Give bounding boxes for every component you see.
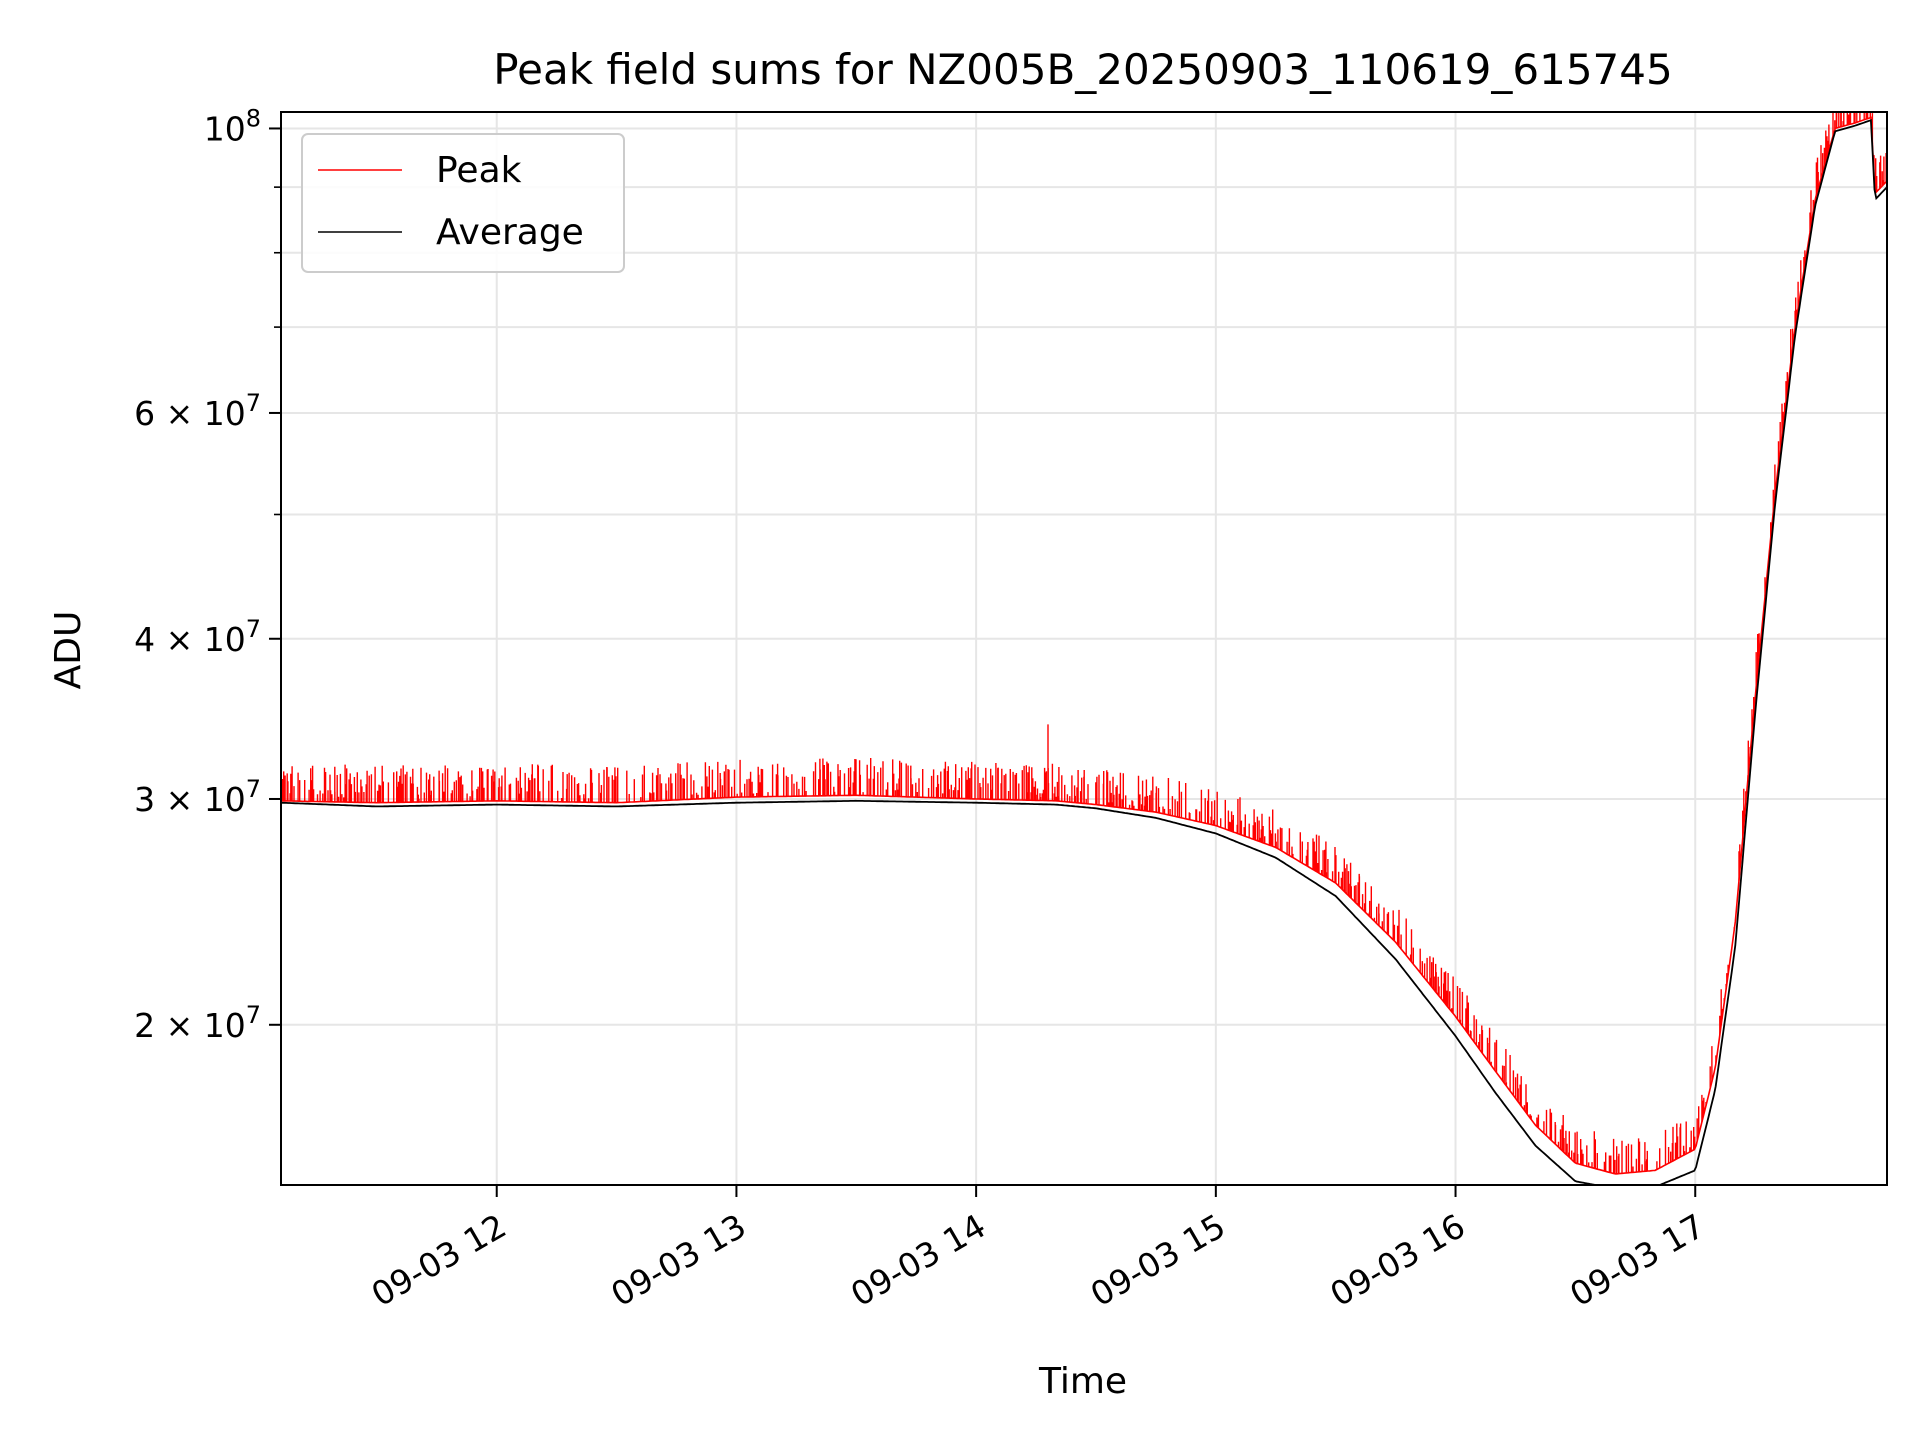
chart-title: Peak field sums for NZ005B_20250903_1106… (493, 45, 1672, 94)
x-axis-label: Time (1038, 1361, 1127, 1402)
legend-peak-label: Peak (436, 150, 522, 191)
y-tick-label: 3 × 107 (134, 775, 261, 819)
legend-average-label: Average (436, 212, 584, 253)
y-tick-label: 4 × 107 (134, 615, 261, 659)
y-axis-ticks: 2 × 107 3 × 107 4 × 107 6 × 107 108 (134, 104, 281, 1045)
y-tick-label: 6 × 107 (134, 389, 261, 433)
y-axis-label: ADU (48, 611, 89, 690)
y-tick-label: 108 (204, 104, 261, 148)
series-peak-line (280, 116, 1888, 1175)
y-tick-label: 2 × 107 (134, 1001, 261, 1045)
plot-frame (280, 111, 1888, 1186)
legend-box (301, 133, 625, 273)
legend: Peak Average (301, 133, 625, 273)
